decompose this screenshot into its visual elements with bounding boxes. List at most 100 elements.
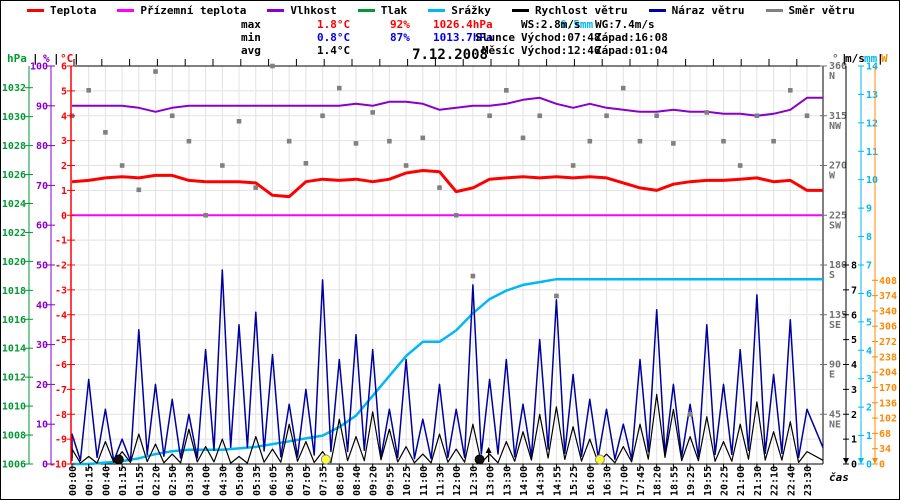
svg-text:-3: -3 bbox=[55, 285, 67, 296]
wind-direction-point bbox=[737, 163, 743, 168]
svg-text:3: 3 bbox=[61, 136, 67, 147]
legend-dash-icon bbox=[511, 9, 529, 12]
svg-text:135: 135 bbox=[829, 310, 847, 321]
svg-text:S: S bbox=[829, 270, 835, 281]
svg-text:11:00: 11:00 bbox=[419, 466, 430, 496]
wind-direction-point bbox=[754, 113, 760, 119]
svg-text:00:00: 00:00 bbox=[68, 466, 79, 496]
svg-text:340: 340 bbox=[879, 306, 897, 317]
wind-direction-point bbox=[119, 163, 125, 168]
svg-text:-4: -4 bbox=[55, 310, 67, 321]
svg-text:5: 5 bbox=[866, 317, 872, 328]
svg-text:180: 180 bbox=[829, 260, 847, 271]
wind-direction-point bbox=[370, 110, 375, 115]
wind-direction-point bbox=[336, 85, 342, 91]
svg-text:-6: -6 bbox=[55, 360, 67, 371]
svg-text:06:05: 06:05 bbox=[268, 466, 279, 496]
svg-text:7: 7 bbox=[851, 285, 857, 296]
svg-text:09:55: 09:55 bbox=[385, 466, 396, 496]
moonrise-time: Východ:12:46 bbox=[521, 44, 601, 57]
stats-min-humidity: 87% bbox=[390, 31, 410, 44]
moon-rise-marker-icon bbox=[474, 454, 485, 465]
svg-text:374: 374 bbox=[879, 291, 897, 302]
svg-text:°C: °C bbox=[60, 52, 73, 65]
svg-text:°: ° bbox=[832, 52, 839, 65]
svg-text:10:25: 10:25 bbox=[402, 466, 413, 496]
svg-text:1018: 1018 bbox=[2, 286, 26, 297]
svg-text:270: 270 bbox=[829, 161, 847, 172]
sun-rise-marker-icon bbox=[320, 454, 331, 465]
legend-item-5: Rychlost větru bbox=[511, 4, 628, 17]
svg-text:50: 50 bbox=[36, 261, 48, 272]
svg-text:2: 2 bbox=[61, 161, 67, 172]
svg-text:14:55: 14:55 bbox=[552, 466, 563, 496]
wind-direction-point bbox=[103, 130, 108, 135]
wind-direction-point bbox=[570, 163, 576, 168]
legend-dash-icon bbox=[357, 9, 375, 12]
svg-text:18:55: 18:55 bbox=[669, 466, 680, 496]
svg-text:15:25: 15:25 bbox=[569, 466, 580, 496]
svg-text:07:05: 07:05 bbox=[302, 466, 313, 496]
stats-max-label: max bbox=[241, 18, 261, 31]
stats-row-max: max 1.8°C 92% 1026.4hPa 6.5mm bbox=[241, 18, 593, 31]
svg-text:SW: SW bbox=[829, 220, 842, 231]
legend-dash-icon bbox=[27, 9, 44, 12]
svg-text:12:30: 12:30 bbox=[469, 466, 480, 496]
svg-text:13: 13 bbox=[866, 90, 878, 101]
stats-min-label: min bbox=[241, 31, 261, 44]
sunrise-time: Východ:07:48 bbox=[521, 31, 601, 44]
stats-avg-temp: 1.4°C bbox=[317, 44, 351, 57]
wind-speed-stat: WS:2.8m/s bbox=[521, 18, 581, 31]
svg-text:6: 6 bbox=[61, 62, 67, 73]
svg-text:hPa: hPa bbox=[7, 52, 27, 65]
wind-direction-point bbox=[604, 113, 609, 119]
svg-text:-10: -10 bbox=[49, 460, 67, 471]
svg-text:02:50: 02:50 bbox=[168, 466, 179, 496]
svg-text:00:15: 00:15 bbox=[85, 466, 96, 496]
svg-text:-5: -5 bbox=[55, 335, 67, 346]
svg-text:5: 5 bbox=[61, 86, 67, 97]
svg-text:34: 34 bbox=[879, 444, 891, 455]
svg-text:20:25: 20:25 bbox=[719, 466, 730, 496]
temperature-line bbox=[71, 169, 823, 199]
svg-text:30: 30 bbox=[36, 340, 48, 351]
svg-text:238: 238 bbox=[879, 352, 897, 363]
legend-item-0: Teplota bbox=[27, 4, 96, 17]
wind-direction-point bbox=[637, 138, 643, 144]
svg-text:68: 68 bbox=[879, 429, 891, 440]
svg-text:4: 4 bbox=[866, 346, 872, 357]
legend-dash-icon bbox=[267, 9, 285, 12]
svg-text:1: 1 bbox=[61, 186, 67, 197]
svg-text:N: N bbox=[829, 71, 835, 82]
sun-set-marker-icon bbox=[594, 454, 605, 465]
svg-text:12: 12 bbox=[866, 118, 878, 129]
svg-text:23:30: 23:30 bbox=[803, 466, 814, 496]
wind-direction-point bbox=[587, 138, 593, 144]
svg-text:-1: -1 bbox=[55, 236, 67, 247]
wind-direction-point bbox=[353, 141, 359, 146]
svg-text:102: 102 bbox=[879, 414, 897, 425]
wind-direction-point bbox=[403, 163, 409, 168]
svg-text:16:30: 16:30 bbox=[603, 466, 614, 496]
svg-text:21:00: 21:00 bbox=[736, 466, 747, 496]
svg-text:1032: 1032 bbox=[2, 83, 26, 94]
stats-rain-total: 6.5mm bbox=[560, 18, 594, 31]
wind-direction-point bbox=[787, 88, 793, 93]
legend-dash-icon bbox=[765, 9, 783, 12]
stats-min-pressure: 1013.7hPa bbox=[433, 31, 493, 44]
sun-label: Slunce bbox=[475, 31, 515, 44]
svg-text:1030: 1030 bbox=[2, 112, 26, 123]
svg-text:204: 204 bbox=[879, 368, 897, 379]
svg-text:14: 14 bbox=[866, 62, 878, 73]
svg-text:0: 0 bbox=[879, 460, 885, 471]
svg-text:0: 0 bbox=[61, 211, 67, 222]
wind-gust-line bbox=[71, 269, 824, 462]
stats-max-pressure: 1026.4hPa bbox=[433, 18, 493, 31]
sunset-time: Západ:16:08 bbox=[595, 31, 668, 44]
stats-row-min: min 0.8°C 87% 1013.7hPa bbox=[241, 31, 593, 44]
wind-direction-point bbox=[86, 88, 92, 93]
svg-text:16:00: 16:00 bbox=[586, 466, 597, 496]
svg-text:1010: 1010 bbox=[2, 402, 26, 413]
wind-direction-point bbox=[220, 163, 225, 168]
